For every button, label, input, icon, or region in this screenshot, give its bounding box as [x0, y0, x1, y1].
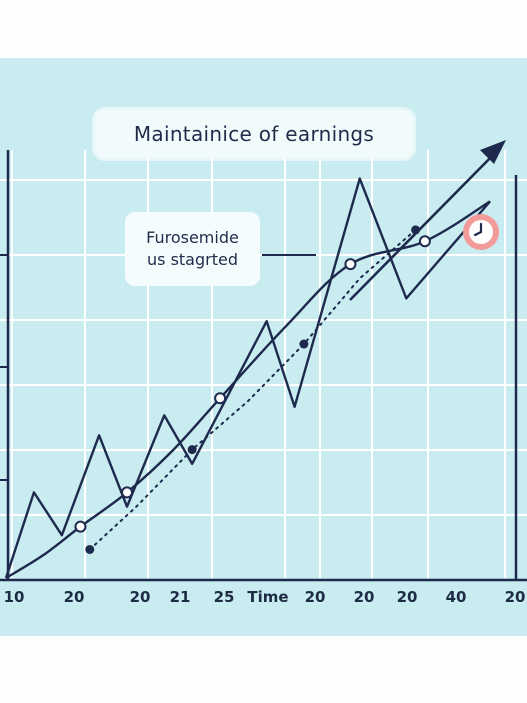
x-tick-label: 40: [445, 588, 467, 606]
x-tick-label: 20: [129, 588, 151, 606]
x-tick-label: 20: [353, 588, 375, 606]
clock-hand-hour: [473, 230, 483, 237]
data-point-open: [418, 235, 431, 248]
annotation-line-1: Furosemide: [146, 228, 239, 247]
series-line-smooth: [5, 200, 491, 580]
chart-markers: [74, 225, 431, 554]
data-point-open: [121, 486, 134, 499]
data-point-filled: [299, 339, 309, 349]
chart-grid: [0, 150, 527, 578]
x-tick-label: 21: [169, 588, 191, 606]
annotation-line-2: us stagrted: [147, 250, 238, 269]
clock-icon: [463, 214, 499, 250]
x-tick-label: 20: [396, 588, 418, 606]
series-line-zigzag: [4, 177, 491, 579]
x-tick-label: 20: [63, 588, 85, 606]
chart-title: Maintainice of earnings: [133, 122, 375, 146]
data-point-open: [344, 258, 357, 271]
x-tick-label: 10: [3, 588, 25, 606]
x-tick-label: Time: [247, 588, 289, 606]
trend-arrow-line: [349, 149, 499, 301]
data-point-open: [74, 520, 87, 533]
x-tick-label: 20: [504, 588, 526, 606]
chart-extras: [262, 140, 506, 301]
x-tick-label: 25: [213, 588, 235, 606]
chart-title-box: Maintainice of earnings: [95, 110, 413, 158]
x-tick-label: 20: [304, 588, 326, 606]
trend-arrow-head: [480, 140, 506, 164]
chart-lines: [4, 177, 491, 580]
annotation-box: Furosemide us stagrted: [125, 212, 260, 286]
data-point-open: [214, 392, 227, 405]
series-line-dotted: [88, 228, 417, 551]
chart-axes: [0, 150, 527, 582]
data-point-filled: [85, 544, 95, 554]
data-point-filled: [187, 445, 197, 455]
